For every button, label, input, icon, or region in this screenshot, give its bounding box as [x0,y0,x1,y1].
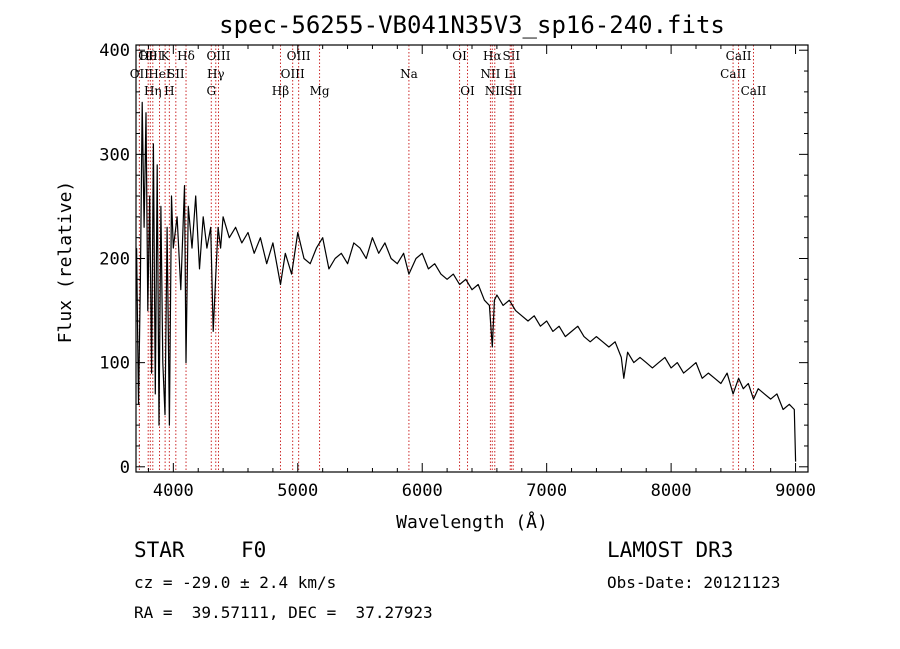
spectral-line-label: CaII [726,49,752,63]
y-tick-label: 200 [99,250,130,270]
x-tick-label: 9000 [775,481,816,501]
spectral-line-label: Hβ [272,84,289,98]
spectral-line-label: Li [504,67,516,81]
coordinates-text: RA = 39.57111, DEC = 37.27923 [134,603,433,622]
y-axis-label: Flux (relative) [55,181,76,344]
redshift-text: cz = -29.0 ± 2.4 km/s [134,573,337,592]
spectral-line-label: SII [504,84,522,98]
chart-title: spec-56255-VB041N35V3_sp16-240.fits [219,11,725,39]
spectral-line-label: G [206,84,216,98]
spectral-line-markers: OIIHθOIIIHηHeIKHSIIHδGHγOIIIHβOIIIOIIIMg… [130,45,767,472]
survey-name: LAMOST DR3 [607,538,734,562]
spectral-line-label: Hγ [207,67,225,81]
observation-date: Obs-Date: 20121123 [607,573,781,592]
spectral-line-label: OIII [206,49,230,63]
y-tick-label: 100 [99,354,130,374]
plot-frame [135,44,809,473]
x-tick-label: 5000 [277,481,318,501]
y-tick-label: 0 [120,458,130,478]
spectral-line-label: Hη [144,84,162,98]
spectral-line-label: OIII [287,49,311,63]
spectral-line-label: NII [480,67,500,81]
y-tick-label: 300 [99,145,130,165]
spectral-line-label: OI [460,84,475,98]
x-tick-label: 6000 [402,481,443,501]
y-tick-label: 400 [99,41,130,61]
x-tick-label: 8000 [651,481,692,501]
spectral-line-label: SII [167,67,185,81]
axes: 4000 5000 6000 7000 8000 9000 0 100 200 300 400 [99,41,816,501]
spectral-line-label: Mg [310,84,330,98]
x-tick-label: 7000 [526,481,567,501]
object-subclass: F0 [241,538,267,562]
spectral-line-label: Hα [483,49,502,63]
spectral-line-label: Hδ [177,49,195,63]
spectral-line-label: CaII [741,84,767,98]
spectral-line-label: OI [452,49,467,63]
x-axis-label: Wavelength (Å) [396,511,548,533]
spectrum-line [136,101,797,462]
x-tick-label: 4000 [153,481,194,501]
spectral-line-label: SII [502,49,520,63]
spectral-line-label: NII [485,84,505,98]
spectral-line-label: CaII [720,67,746,81]
spectral-line-label: Na [400,67,418,81]
spectral-line-label: OIII [138,49,162,63]
spectrum-series [136,101,797,462]
spectral-line-label: OIII [281,67,305,81]
spectral-line-label: H [164,84,174,98]
object-class: STAR [134,538,185,562]
spectral-line-label: K [161,49,171,63]
spectral-line-label: OII [130,67,150,81]
